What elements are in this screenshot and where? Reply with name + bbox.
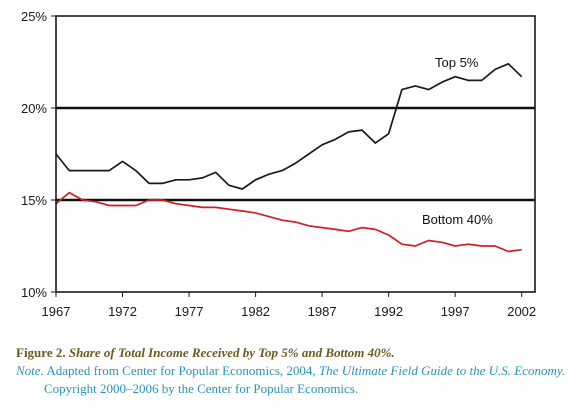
copyright-text: Copyright 2000–2006 by the Center for Po… [44, 381, 359, 396]
y-tick-label: 25% [21, 9, 47, 24]
x-tick-label: 1992 [374, 304, 403, 319]
bottom40-series-line [55, 191, 522, 253]
x-tick-label: 1982 [241, 304, 270, 319]
y-tick-label: 10% [21, 285, 47, 300]
x-tick-label: 1977 [175, 304, 204, 319]
note-prefix: Note. [16, 363, 44, 378]
x-tick-label: 1972 [108, 304, 137, 319]
top5-series-line [55, 62, 523, 190]
figure-caption: Figure 2. Share of Total Income Received… [16, 344, 568, 398]
x-tick-label: 1997 [441, 304, 470, 319]
x-tick-label: 1967 [42, 304, 71, 319]
y-tick-label: 15% [21, 193, 47, 208]
figure-title: Share of Total Income Received by Top 5%… [68, 345, 395, 360]
top5-label: Top 5% [435, 55, 479, 70]
x-tick-label: 1987 [308, 304, 337, 319]
chart: 10% 15% 20% 25% 1967 1972 1977 1982 1987 1992 199… [21, 9, 536, 319]
book-title: The Ultimate Field Guide to the U.S. Eco… [318, 363, 566, 378]
note-line: Note. Adapted from Center for Popular Ec… [16, 362, 568, 398]
y-tick-label: 20% [21, 101, 47, 116]
figure-label: Figure 2. [16, 345, 66, 360]
figure-line: Figure 2. Share of Total Income Received… [16, 344, 568, 362]
x-tick-label: 2002 [507, 304, 536, 319]
plot-frame [55, 15, 536, 293]
note-text: Adapted from Center for Popular Economic… [46, 363, 316, 378]
bottom40-label: Bottom 40% [422, 212, 493, 227]
